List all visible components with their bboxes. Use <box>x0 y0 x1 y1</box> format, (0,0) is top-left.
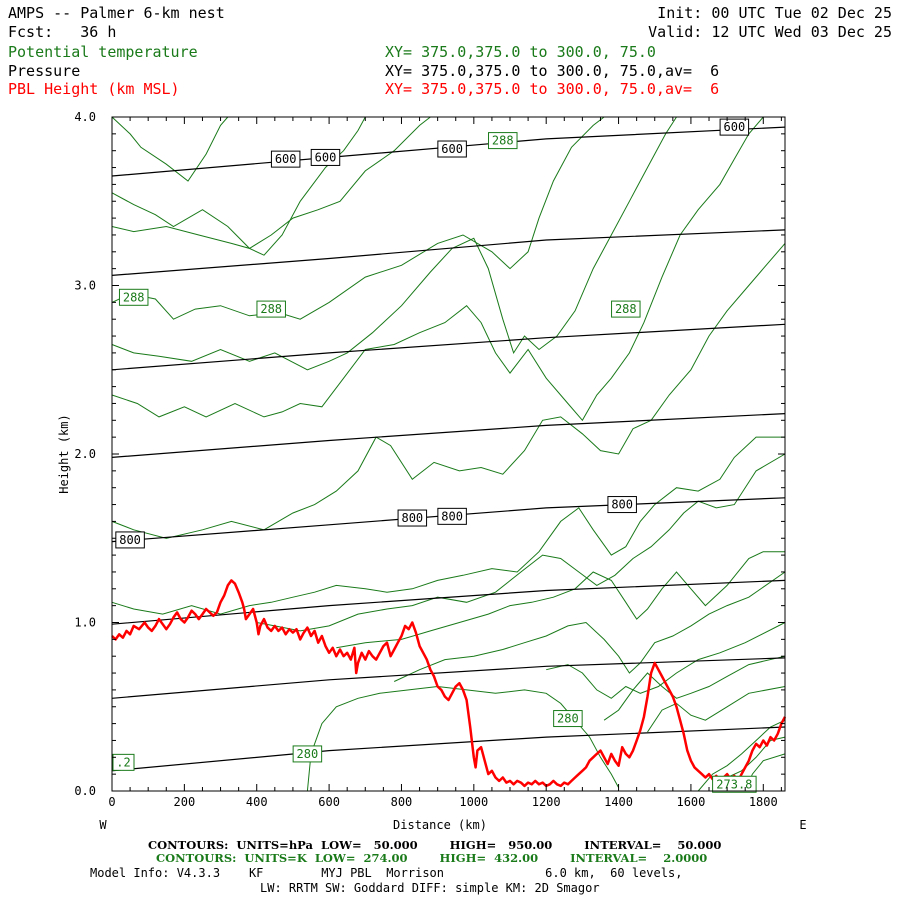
pressure-contour-700 <box>111 323 786 371</box>
y-tick-label: 2.0 <box>74 447 96 461</box>
xy-pressure: XY= 375.0,375.0 to 300.0, 75.0,av= 6 <box>385 62 720 80</box>
theta-contour-line <box>603 655 786 721</box>
pressure-contour-650 <box>111 229 786 276</box>
theta-contour-line <box>697 719 786 792</box>
theta-contour-line <box>111 116 366 256</box>
y-tick-label: 1.0 <box>74 616 96 630</box>
pressure-contour-label: 800 <box>441 509 463 523</box>
theta-contour-label: 288 <box>260 302 282 316</box>
contour-labels: 600 600 600 600 800 800 800 800 288 288 288 288 280 2… <box>112 118 757 793</box>
theta-contour-line <box>393 571 786 682</box>
pressure-contour-900 <box>111 657 786 699</box>
x-tick-label: 400 <box>246 795 268 809</box>
y-tick-label: 0.0 <box>74 784 96 798</box>
pressure-contours <box>111 126 786 772</box>
theta-contour-line <box>647 686 786 733</box>
theta-contours <box>111 116 786 792</box>
pressure-contour-label-box <box>310 148 341 166</box>
theta-contour-line <box>111 116 229 182</box>
pressure-contour-label-box <box>719 118 750 136</box>
pressure-contour-label: 600 <box>724 120 746 134</box>
xy-pbl: XY= 375.0,375.0 to 300.0, 75.0,av= 6 <box>385 80 720 98</box>
xy-theta: XY= 375.0,375.0 to 300.0, 75.0 <box>385 43 656 61</box>
pressure-contour-750 <box>111 413 786 458</box>
pressure-contour-label-box <box>607 496 637 514</box>
field-pbl-label: PBL Height (km MSL) <box>8 80 180 98</box>
x-axis-label: Distance (km) <box>393 818 487 832</box>
pressure-contour-label-box <box>270 150 301 168</box>
theta-contour-label-box <box>292 745 323 763</box>
pressure-contour-label-box <box>437 140 467 158</box>
pressure-contour-label: 800 <box>401 511 423 525</box>
init-time: Init: 00 UTC Tue 02 Dec 25 <box>657 4 892 22</box>
x-tick-label: 1000 <box>459 795 488 809</box>
pressure-contour-label: 600 <box>441 142 463 156</box>
theta-contour-label: 280 <box>297 747 319 761</box>
axes: 0 200 400 600 800 1000 1200 1400 1600 1800 0.0 1.0 2… <box>74 110 785 809</box>
pressure-contour-label-box <box>397 509 428 527</box>
theta-contour-line <box>306 685 620 792</box>
pressure-contour-label: 600 <box>275 152 297 166</box>
theta-contour-label: 280 <box>557 712 579 726</box>
pressure-contour-info: CONTOURS: UNITS=hPa LOW= 50.000 HIGH= 95… <box>148 838 722 852</box>
x-tick-label: 1400 <box>604 795 633 809</box>
x-tick-label: 1200 <box>532 795 561 809</box>
model-physics: LW: RRTM SW: Goddard DIFF: simple KM: 2D… <box>260 881 600 895</box>
theta-contour-label: 273.8 <box>716 777 752 791</box>
y-axis-label: Height (km) <box>57 414 71 493</box>
x-tick-label: 600 <box>318 795 340 809</box>
west-label: W <box>99 818 107 832</box>
pbl-height-series <box>111 579 787 788</box>
theta-contour-line <box>111 116 764 422</box>
field-theta-label: Potential temperature <box>8 43 198 61</box>
theta-contour-line <box>111 116 431 249</box>
theta-contour-label: 288 <box>615 302 637 316</box>
model-info: Model Info: V4.3.3 KF MYJ PBL Morrison 6… <box>90 866 683 880</box>
pressure-contour-label: 800 <box>119 533 141 547</box>
pressure-contour-label: 800 <box>611 498 633 512</box>
x-tick-label: 1800 <box>749 795 778 809</box>
theta-contour-label: .2 <box>116 755 130 769</box>
pressure-contour-label: 600 <box>315 150 337 164</box>
y-tick-label: 4.0 <box>74 110 96 124</box>
forecast-hour: Fcst: 36 h <box>8 23 117 41</box>
theta-contour-label-box <box>112 753 135 771</box>
x-tick-label: 800 <box>391 795 413 809</box>
theta-contour-label: 288 <box>492 134 514 148</box>
theta-contour-label-box <box>553 710 583 728</box>
theta-contour-line <box>111 436 785 615</box>
pbl-height-line <box>111 579 787 788</box>
theta-contour-line <box>111 243 786 539</box>
theta-contour-line <box>336 551 785 649</box>
theta-contour-label-box <box>256 300 286 318</box>
pressure-contour-label-box <box>437 507 467 525</box>
field-pressure-label: Pressure <box>8 62 81 80</box>
theta-contour-line <box>111 116 677 371</box>
east-label: E <box>799 818 806 832</box>
model-title: AMPS -- Palmer 6-km nest <box>8 4 225 22</box>
theta-contour-label-box <box>488 132 518 150</box>
x-tick-label: 1600 <box>676 795 705 809</box>
y-tick-label: 3.0 <box>74 279 96 293</box>
x-tick-label: 200 <box>174 795 196 809</box>
pressure-contour-950 <box>111 726 786 772</box>
theta-contour-label-box <box>118 288 149 306</box>
theta-contour-label-box <box>611 300 641 318</box>
theta-contour-info: CONTOURS: UNITS=K LOW= 274.00 HIGH= 432.… <box>156 851 708 865</box>
theta-contour-label: 288 <box>123 290 145 304</box>
valid-time: Valid: 12 UTC Wed 03 Dec 25 <box>648 23 892 41</box>
theta-contour-line <box>546 622 786 699</box>
pressure-contour-label-box <box>115 531 145 549</box>
x-tick-label: 0 <box>108 795 115 809</box>
pressure-contour-850 <box>111 579 786 625</box>
theta-contour-line <box>111 116 605 320</box>
